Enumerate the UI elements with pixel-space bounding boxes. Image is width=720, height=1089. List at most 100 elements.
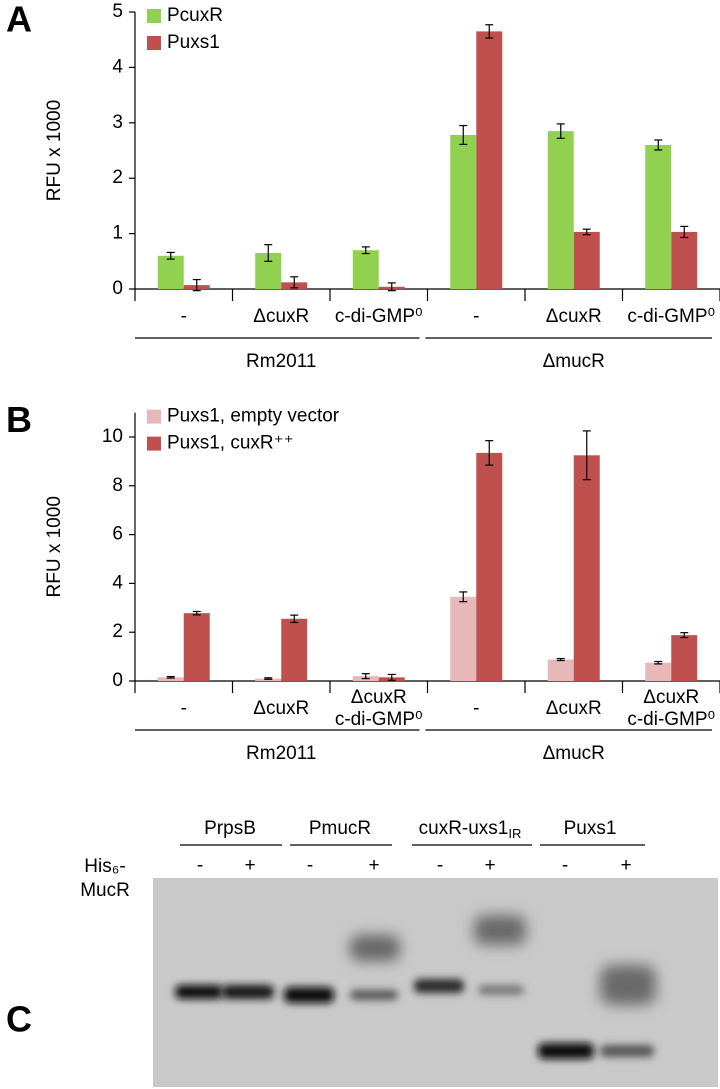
probe-name: PmucR [309, 818, 371, 839]
bar [476, 31, 503, 289]
probe-name: PrpsB [204, 818, 256, 839]
lane-label: - [307, 855, 313, 876]
group-label: Rm2011 [246, 743, 316, 764]
error-bar [387, 282, 396, 292]
legend-swatch [147, 36, 161, 50]
legend-swatch [147, 409, 161, 424]
x-tick-label: c-di-GMP⁰ [627, 306, 715, 327]
probe-name: Puxs1 [564, 818, 617, 839]
bar [645, 144, 672, 289]
legend-label: PcuxR [167, 5, 223, 26]
y-tick-label: 5 [112, 1, 123, 22]
lane-label: - [437, 855, 443, 876]
protein-label: His₆- [84, 856, 125, 877]
gel-panel: C His₆- MucR PrpsB PmucR cuxR-uxs1IR Puxs1 -… [6, 818, 718, 1087]
y-tick-label: 2 [112, 167, 123, 188]
probe-label: Puxs1 [564, 818, 617, 839]
bar [352, 250, 379, 289]
error-bar [361, 673, 370, 680]
error-bar [582, 228, 591, 236]
error-bar [192, 610, 201, 616]
error-bar [166, 676, 175, 679]
bar [157, 255, 184, 289]
legend-label: Puxs1, empty vector [167, 406, 340, 427]
group-label: ΔmucR [543, 743, 605, 764]
y-tick-label: 0 [112, 278, 123, 299]
probe-label: cuxR-uxs1IR [419, 818, 522, 841]
y-tick-label: 2 [112, 621, 123, 642]
bar [573, 455, 600, 681]
error-bar [264, 244, 273, 262]
lane-label: + [244, 855, 255, 876]
error-bar [680, 632, 689, 639]
bar [645, 662, 672, 681]
y-axis-label: RFU x 1000 [44, 496, 65, 597]
x-tick-label: ΔcuxR [253, 698, 309, 719]
y-tick-label: 8 [112, 475, 123, 496]
y-axis-label: RFU x 1000 [44, 100, 65, 201]
x-tick-label: c-di-GMP⁰ [335, 306, 423, 327]
bar [671, 231, 698, 289]
error-bar [290, 276, 299, 289]
x-tick-label: ΔcuxR c-di-GMP⁰ [627, 687, 715, 730]
bar [671, 635, 698, 681]
bar [183, 613, 210, 681]
error-bar [556, 657, 565, 662]
error-bar [264, 677, 273, 680]
y-tick-label: 3 [112, 112, 123, 133]
error-bar [192, 278, 201, 292]
panel-letter: A [6, 0, 32, 40]
error-bar [556, 123, 565, 139]
y-tick-label: 10 [102, 426, 123, 447]
panel-letter: B [6, 399, 32, 440]
error-bar [166, 251, 175, 260]
x-tick-label: ΔcuxR [546, 306, 602, 327]
error-bar [680, 225, 689, 239]
error-bar [387, 673, 396, 681]
x-tick-label: - [181, 698, 187, 719]
probe-label: PmucR [309, 818, 371, 839]
error-bar [582, 430, 591, 481]
error-bar [654, 139, 663, 151]
error-bar [485, 24, 494, 39]
error-bar [459, 124, 468, 146]
bar [450, 134, 477, 289]
legend-swatch [147, 436, 161, 451]
bar [476, 452, 503, 681]
lane-label: + [620, 855, 631, 876]
x-tick-label: ΔcuxR c-di-GMP⁰ [335, 687, 423, 730]
error-bar [459, 591, 468, 603]
y-tick-label: 4 [112, 56, 123, 77]
y-tick-label: 1 [112, 223, 123, 244]
x-tick-label: - [181, 306, 187, 327]
bar [281, 618, 308, 681]
gel-bands [175, 915, 656, 1059]
bar [573, 231, 600, 289]
error-bar [361, 246, 370, 255]
x-tick-label: ΔcuxR [546, 698, 602, 719]
panel-letter: C [6, 999, 32, 1040]
legend-swatch [147, 9, 161, 23]
group-label: ΔmucR [543, 351, 605, 372]
bar [450, 596, 477, 681]
x-tick-label: - [473, 306, 479, 327]
legend-label: Puxs1, cuxR⁺⁺ [167, 433, 294, 454]
y-tick-label: 4 [112, 572, 123, 593]
probe-label: PrpsB [204, 818, 256, 839]
bar [157, 677, 184, 681]
y-tick-label: 6 [112, 524, 123, 545]
lane-label: + [368, 855, 379, 876]
probe-name: cuxR-uxs1 [419, 818, 509, 839]
bar [547, 131, 574, 289]
lane-label: - [197, 855, 203, 876]
error-bar [485, 440, 494, 466]
lane-label: - [562, 855, 568, 876]
probe-subscript: IR [508, 826, 521, 841]
error-bar [290, 614, 299, 624]
protein-label: MucR [80, 880, 130, 901]
bar [547, 659, 574, 681]
legend-label: Puxs1 [167, 32, 220, 53]
lane-label: + [484, 855, 495, 876]
